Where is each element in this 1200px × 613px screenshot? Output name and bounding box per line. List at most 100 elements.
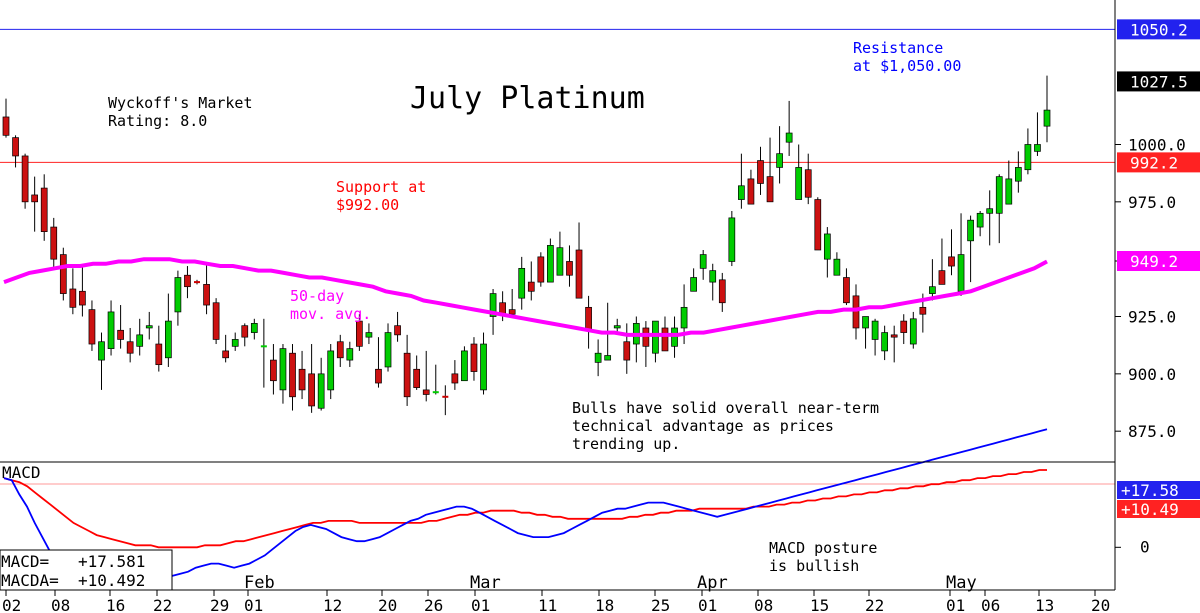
macd-marker-label: +10.49 xyxy=(1121,500,1179,519)
candle-body xyxy=(613,325,621,329)
x-tick-label: 01 xyxy=(946,596,965,613)
candle-body xyxy=(394,325,401,336)
candle-body xyxy=(671,327,678,347)
candle-body xyxy=(365,332,373,338)
candle-body xyxy=(59,254,67,294)
candle-body xyxy=(575,249,583,299)
macd-zero-label: 0 xyxy=(1140,537,1150,556)
price-marker-box xyxy=(1117,71,1200,92)
candle-body xyxy=(165,320,172,359)
candle-body xyxy=(948,256,955,267)
candle-body xyxy=(336,341,344,359)
x-tick-label: 01 xyxy=(244,596,263,613)
candle-body xyxy=(413,368,421,388)
candle-body xyxy=(422,389,430,395)
candle-body xyxy=(98,341,105,361)
candle-body xyxy=(1024,144,1032,171)
annotation-line: Bulls have solid overall near-term xyxy=(572,399,879,417)
candle-body xyxy=(508,309,516,315)
candle-body xyxy=(823,233,831,260)
x-tick-label: 20 xyxy=(378,596,397,613)
price-marker-box xyxy=(1117,152,1200,173)
x-tick-label: 15 xyxy=(810,596,829,613)
price-panel xyxy=(0,28,1115,416)
candle-body xyxy=(537,256,545,283)
candle-body xyxy=(986,208,994,214)
candle-body xyxy=(327,350,335,391)
candle-body xyxy=(594,352,602,363)
month-label: May xyxy=(946,573,977,593)
candle-body xyxy=(2,116,10,136)
candle-body xyxy=(308,373,315,407)
price-marker-box xyxy=(1117,19,1200,40)
candle-body xyxy=(862,316,869,329)
candle-body xyxy=(709,270,717,283)
resistance-annotation: Resistance at $1,050.00 xyxy=(853,39,961,75)
candle-body xyxy=(909,318,917,345)
annotation-line: technical advantage as prices xyxy=(572,417,834,435)
candle-body xyxy=(604,355,612,361)
readout-label: MACDA= xyxy=(1,571,59,590)
annotation-line: Support at xyxy=(336,178,426,196)
readout-box xyxy=(0,549,173,591)
candle-body xyxy=(785,132,793,143)
readout-value: +10.492 xyxy=(78,571,145,590)
x-tick-label: 01 xyxy=(471,596,490,613)
annotation-line: is bullish xyxy=(769,557,859,575)
x-tick-label: 13 xyxy=(1035,596,1054,613)
annotation-line: Rating: 8.0 xyxy=(108,112,207,130)
macd-title: MACD xyxy=(2,463,41,482)
candle-body xyxy=(804,169,812,198)
candle-body xyxy=(881,332,888,352)
candle-body xyxy=(547,245,554,283)
candle-body xyxy=(461,350,468,382)
candle-body xyxy=(843,277,850,304)
candle-body xyxy=(346,348,354,361)
candle-body xyxy=(642,327,650,347)
candle-body xyxy=(184,274,191,288)
candle-body xyxy=(929,286,936,294)
candle-body xyxy=(31,194,39,203)
candle-body xyxy=(117,329,124,340)
macd-marker-box xyxy=(1117,481,1200,499)
annotation-line: mov. avg. xyxy=(290,305,371,323)
candle-body xyxy=(976,212,984,228)
candle-body xyxy=(489,293,497,317)
candle-body xyxy=(136,334,144,347)
candle-body xyxy=(174,277,182,313)
x-tick-label: 26 xyxy=(424,596,443,613)
x-tick-label: 12 xyxy=(323,596,342,613)
candle-body xyxy=(518,267,526,299)
candle-body xyxy=(776,153,783,168)
candle-body xyxy=(757,160,764,184)
candle-body xyxy=(270,359,277,382)
x-tick-label: 20 xyxy=(1091,596,1110,613)
candle-body xyxy=(126,341,134,354)
x-tick-label: 11 xyxy=(538,596,557,613)
candle-body xyxy=(88,309,96,345)
candle-body xyxy=(766,176,774,203)
month-label: Mar xyxy=(470,573,501,593)
macd-marker-box xyxy=(1117,500,1200,518)
x-tick-label: 08 xyxy=(754,596,773,613)
readout-value: +17.581 xyxy=(78,552,145,571)
ma-annotation: 50-day mov. avg. xyxy=(290,287,371,323)
candle-body xyxy=(527,281,535,292)
candle-body xyxy=(384,332,392,368)
annotation-line: at $1,050.00 xyxy=(853,57,961,75)
x-tick-label: 18 xyxy=(595,596,614,613)
candle-body xyxy=(451,373,459,384)
candle-body xyxy=(566,261,573,276)
support-annotation: Support at $992.00 xyxy=(336,178,426,214)
candle-body xyxy=(356,320,363,347)
candle-body xyxy=(890,334,898,338)
candle-body xyxy=(403,352,411,398)
annotation-line: trending up. xyxy=(572,435,680,453)
macd-annotation: MACD posture is bullish xyxy=(769,539,877,575)
candle-body xyxy=(680,306,688,329)
candle-body xyxy=(814,199,822,251)
macd-marker-label: +17.58 xyxy=(1121,481,1179,500)
text-layer: July Platinum MACD Wyckoff's Market Ratin… xyxy=(0,39,961,591)
candle-body xyxy=(938,270,946,285)
candle-body xyxy=(480,343,487,391)
